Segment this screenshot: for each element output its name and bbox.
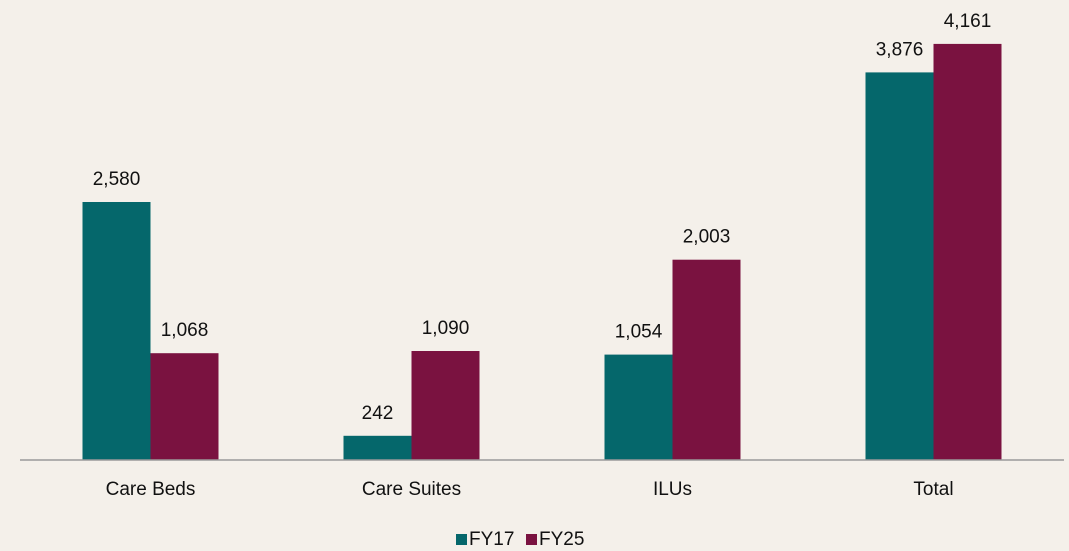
data-label: 242	[362, 403, 394, 424]
legend-label: FY25	[539, 529, 584, 550]
x-tick-label: Care Beds	[106, 479, 196, 500]
bar	[150, 353, 219, 460]
bar	[82, 202, 151, 460]
data-label: 1,068	[161, 320, 209, 341]
data-label: 1,090	[422, 318, 470, 339]
legend-swatch	[526, 534, 537, 545]
x-tick-label: Care Suites	[362, 479, 461, 500]
data-label: 2,580	[93, 169, 141, 190]
data-label: 2,003	[683, 227, 731, 248]
data-label: 1,054	[615, 322, 663, 343]
x-tick-label: Total	[913, 479, 953, 500]
data-label: 4,161	[944, 11, 992, 32]
bar	[672, 259, 741, 460]
bar	[411, 351, 480, 460]
legend-label: FY17	[469, 529, 514, 550]
bar	[933, 43, 1002, 461]
data-label: 3,876	[876, 39, 924, 60]
x-tick-label: ILUs	[653, 479, 692, 500]
legend-swatch	[456, 534, 467, 545]
bar	[865, 72, 934, 461]
bar	[343, 435, 412, 460]
bar	[604, 354, 673, 460]
